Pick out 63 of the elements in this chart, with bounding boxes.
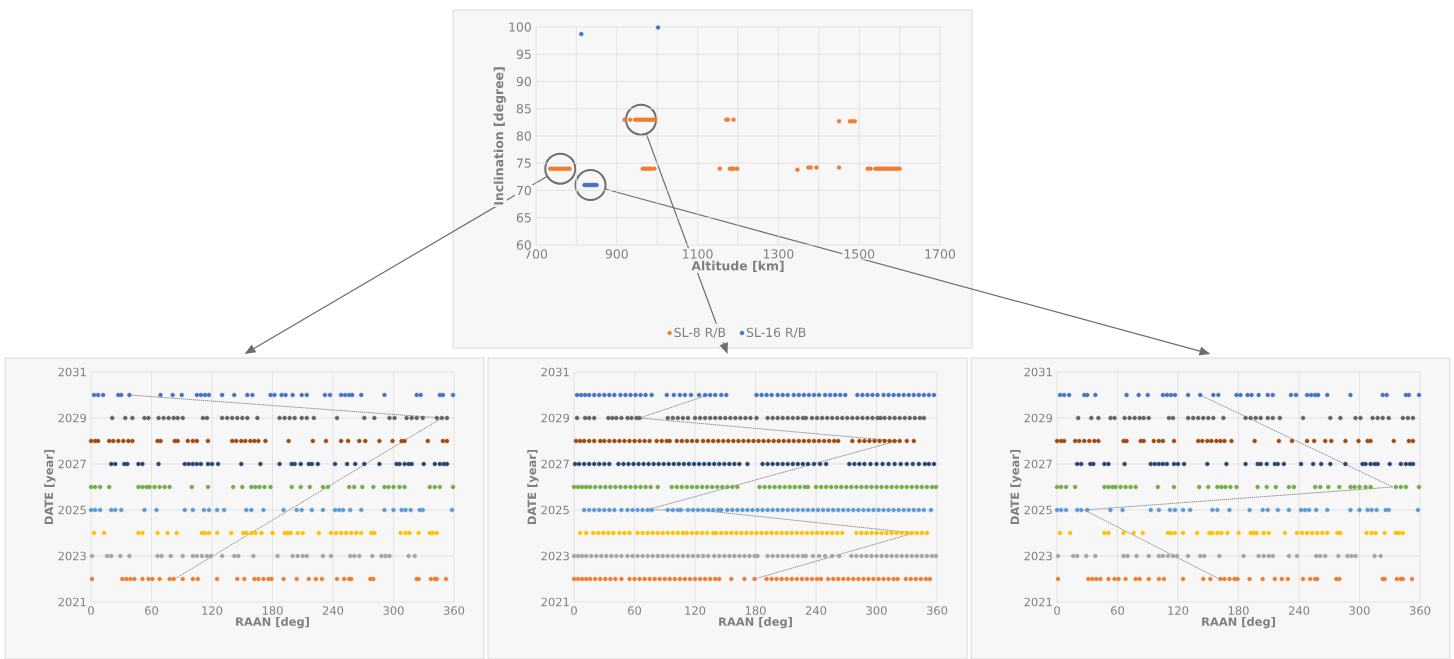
- y-tick-label: 80: [516, 131, 531, 141]
- y-tick-label: 75: [516, 158, 531, 168]
- x-tick-label: 60: [145, 606, 159, 615]
- x-tick-label: 300: [383, 606, 404, 615]
- x-axis-title: RAAN [deg]: [1202, 617, 1275, 629]
- x-tick-label: 240: [1288, 606, 1310, 615]
- y-tick-label: 65: [516, 213, 531, 223]
- x-tick-label: 60: [1111, 606, 1125, 615]
- y-tick-label: 2027: [541, 459, 569, 469]
- x-axis-title: Altitude [km]: [691, 260, 784, 272]
- x-tick-label: 1100: [683, 249, 713, 259]
- x-tick-label: 360: [926, 606, 948, 615]
- y-axis-title: DATE [year]: [1010, 449, 1022, 525]
- y-tick-label: 2027: [58, 459, 86, 469]
- x-tick-label: 240: [805, 606, 827, 615]
- y-tick-label: 2031: [1024, 367, 1052, 377]
- y-tick-label: 2025: [58, 505, 86, 515]
- x-axis-title: RAAN [deg]: [719, 617, 792, 629]
- x-tick-label: 0: [1054, 606, 1060, 615]
- x-tick-label: 300: [866, 606, 887, 615]
- y-tick-label: 100: [509, 22, 531, 32]
- x-tick-label: 1500: [844, 249, 875, 259]
- y-tick-label: 2021: [1024, 597, 1052, 607]
- y-tick-label: 2029: [1024, 413, 1053, 423]
- y-axis-title: DATE [year]: [527, 449, 539, 525]
- y-tick-label: 95: [516, 49, 531, 59]
- x-tick-label: 60: [628, 606, 642, 615]
- x-tick-label: 240: [322, 606, 344, 615]
- y-tick-label: 2023: [1024, 551, 1052, 561]
- x-tick-label: 120: [1168, 606, 1189, 615]
- y-tick-label: 2021: [58, 597, 86, 607]
- y-tick-label: 2029: [58, 413, 86, 423]
- x-tick-label: 0: [88, 606, 94, 615]
- x-tick-label: 900: [605, 249, 628, 259]
- y-tick-label: 2023: [58, 551, 86, 561]
- y-tick-label: 2025: [541, 505, 569, 515]
- x-tick-label: 1300: [763, 249, 794, 259]
- y-tick-label: 2031: [58, 367, 86, 377]
- y-tick-label: 2029: [541, 413, 570, 423]
- x-tick-label: 180: [1228, 606, 1249, 615]
- x-tick-label: 1700: [925, 249, 956, 259]
- y-tick-label: 2025: [1024, 505, 1052, 515]
- y-tick-label: 85: [516, 104, 531, 114]
- y-tick-label: 2021: [541, 597, 569, 607]
- x-tick-label: 180: [262, 606, 283, 615]
- y-tick-label: 60: [516, 240, 531, 250]
- x-tick-label: 360: [1409, 606, 1431, 615]
- y-tick-label: 2027: [1024, 459, 1052, 469]
- y-tick-label: 2023: [541, 551, 569, 561]
- legend-label: SL-16 R/B: [746, 327, 806, 339]
- x-tick-label: 300: [1349, 606, 1370, 615]
- x-tick-label: 0: [571, 606, 577, 615]
- y-axis-title: DATE [year]: [44, 449, 56, 525]
- y-tick-label: 90: [516, 76, 531, 87]
- y-tick-label: 70: [516, 185, 531, 196]
- x-tick-label: 120: [202, 606, 223, 615]
- y-axis-title: Inclination [degree]: [493, 67, 506, 205]
- legend-label: SL-8 R/B: [674, 327, 726, 339]
- y-tick-label: 2031: [541, 367, 569, 377]
- x-axis-title: RAAN [deg]: [236, 617, 309, 629]
- x-tick-label: 360: [443, 606, 465, 615]
- x-tick-label: 120: [685, 606, 706, 615]
- x-tick-label: 180: [745, 606, 766, 615]
